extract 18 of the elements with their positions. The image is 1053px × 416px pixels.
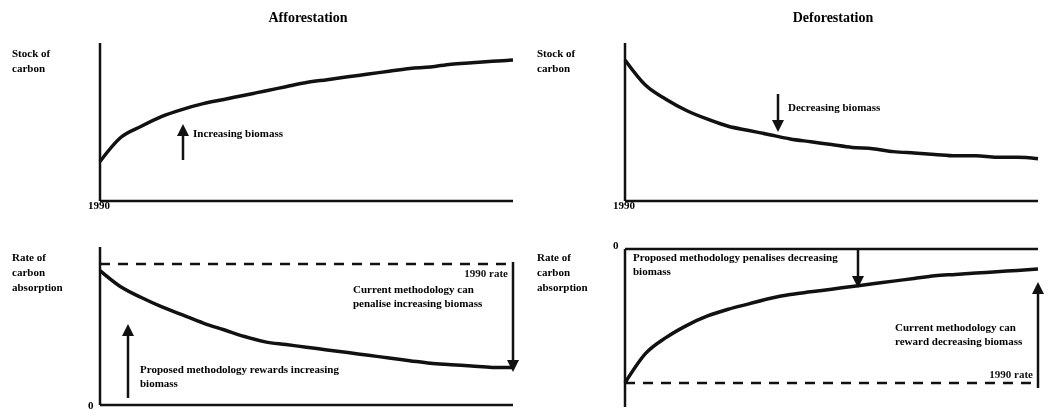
chart-title: Deforestation: [791, 10, 875, 26]
annotation: Current methodology can penalise increasing biomass: [353, 282, 484, 310]
annotation: Proposed methodology rewards increasing biomass: [140, 362, 340, 390]
text: 0: [613, 238, 620, 252]
ref-line-label: 1990 rate: [464, 266, 509, 279]
annotation: 1990: [88, 198, 111, 212]
ref-line-label: 1990 rate: [989, 367, 1034, 380]
annotation: Current methodology can reward decreasing biomass: [895, 320, 1024, 348]
y-axis-title: Stock of carbon: [12, 46, 52, 76]
chart-title: Afforestation: [267, 10, 349, 26]
annotation: Decreasing biomass: [788, 100, 882, 114]
annotation: 1990: [613, 198, 636, 212]
annotation: Increasing biomass: [193, 126, 284, 140]
annotation: Proposed methodology penalises decreasing biomass: [633, 250, 839, 278]
y-axis-title: Rate of carbon absorption: [12, 250, 64, 295]
text: 0: [88, 398, 95, 412]
y-axis-title: Rate of carbon absorption: [537, 250, 589, 295]
y-axis-title: Stock of carbon: [537, 46, 577, 76]
